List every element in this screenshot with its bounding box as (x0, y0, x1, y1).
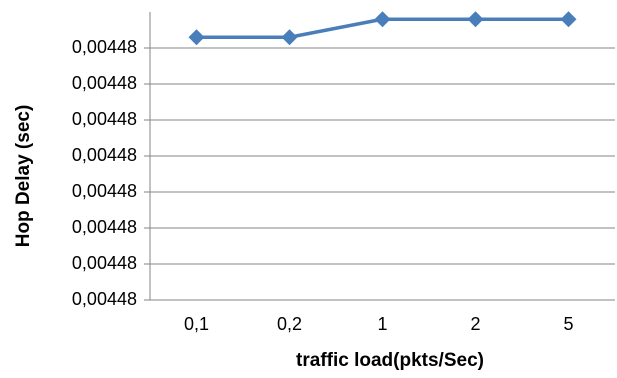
y-tick-label: 0,00448 (72, 145, 137, 165)
y-tick-label: 0,00448 (72, 109, 137, 129)
x-tick-label: 1 (377, 314, 387, 334)
y-tick-label: 0,00448 (72, 217, 137, 237)
x-tick-label: 0,2 (277, 314, 302, 334)
y-tick-label: 0,00448 (72, 289, 137, 309)
x-tick-label: 0,1 (184, 314, 209, 334)
data-marker (467, 11, 484, 28)
x-tick-label: 5 (563, 314, 573, 334)
data-marker (281, 29, 298, 46)
data-marker (560, 11, 577, 28)
y-tick-label: 0,00448 (72, 37, 137, 57)
data-marker (188, 29, 205, 46)
y-tick-label: 0,00448 (72, 181, 137, 201)
data-marker (374, 11, 391, 28)
x-axis-title: traffic load(pkts/Sec) (296, 350, 484, 371)
x-tick-label: 2 (470, 314, 480, 334)
y-tick-label: 0,00448 (72, 73, 137, 93)
y-axis-title: Hop Delay (sec) (13, 105, 34, 248)
y-tick-label: 0,00448 (72, 253, 137, 273)
